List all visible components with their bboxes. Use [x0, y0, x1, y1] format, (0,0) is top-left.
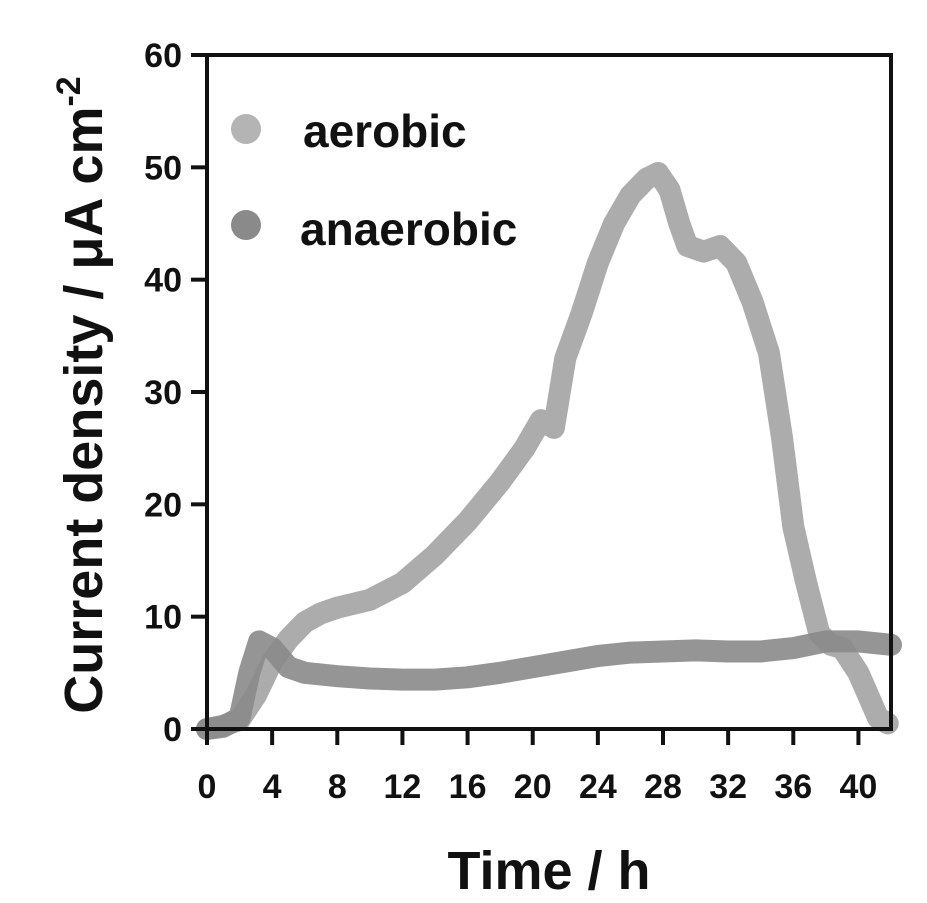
x-tick-label: 4 — [263, 768, 282, 806]
y-axis-title-main: Current density / μA cm — [54, 107, 114, 714]
x-tick-label: 16 — [449, 768, 487, 806]
y-tick-label: 40 — [144, 262, 182, 300]
x-axis-ticks: 0 4 8 12 16 20 24 28 32 36 40 — [198, 729, 878, 806]
x-tick-label: 12 — [384, 768, 422, 806]
y-tick-label: 20 — [144, 486, 182, 524]
x-tick-label: 8 — [328, 768, 347, 806]
y-tick-label: 50 — [144, 149, 182, 187]
legend-marker-anaerobic — [231, 210, 261, 240]
x-tick-label: 20 — [514, 768, 552, 806]
legend-label-aerobic: aerobic — [303, 105, 467, 157]
y-tick-label: 10 — [144, 599, 182, 637]
x-tick-label: 28 — [644, 768, 682, 806]
legend: aerobic anaerobic — [231, 105, 517, 255]
y-axis-title-superscript: -2 — [50, 76, 88, 106]
x-tick-label: 40 — [840, 768, 878, 806]
x-tick-label: 36 — [774, 768, 812, 806]
series-line-anaerobic — [207, 641, 891, 729]
y-axis-title: Current density / μA cm-2 — [50, 76, 114, 713]
y-tick-label: 60 — [144, 37, 182, 75]
legend-marker-aerobic — [231, 114, 261, 144]
x-tick-label: 24 — [579, 768, 617, 806]
legend-label-anaerobic: anaerobic — [300, 203, 517, 255]
y-tick-label: 0 — [163, 711, 182, 749]
x-axis-title: Time / h — [447, 841, 650, 901]
x-tick-label: 32 — [709, 768, 747, 806]
y-axis-ticks: 0 10 20 30 40 50 60 — [144, 37, 207, 749]
series-layer — [207, 173, 891, 729]
y-tick-label: 30 — [144, 374, 182, 412]
x-tick-label: 0 — [198, 768, 217, 806]
